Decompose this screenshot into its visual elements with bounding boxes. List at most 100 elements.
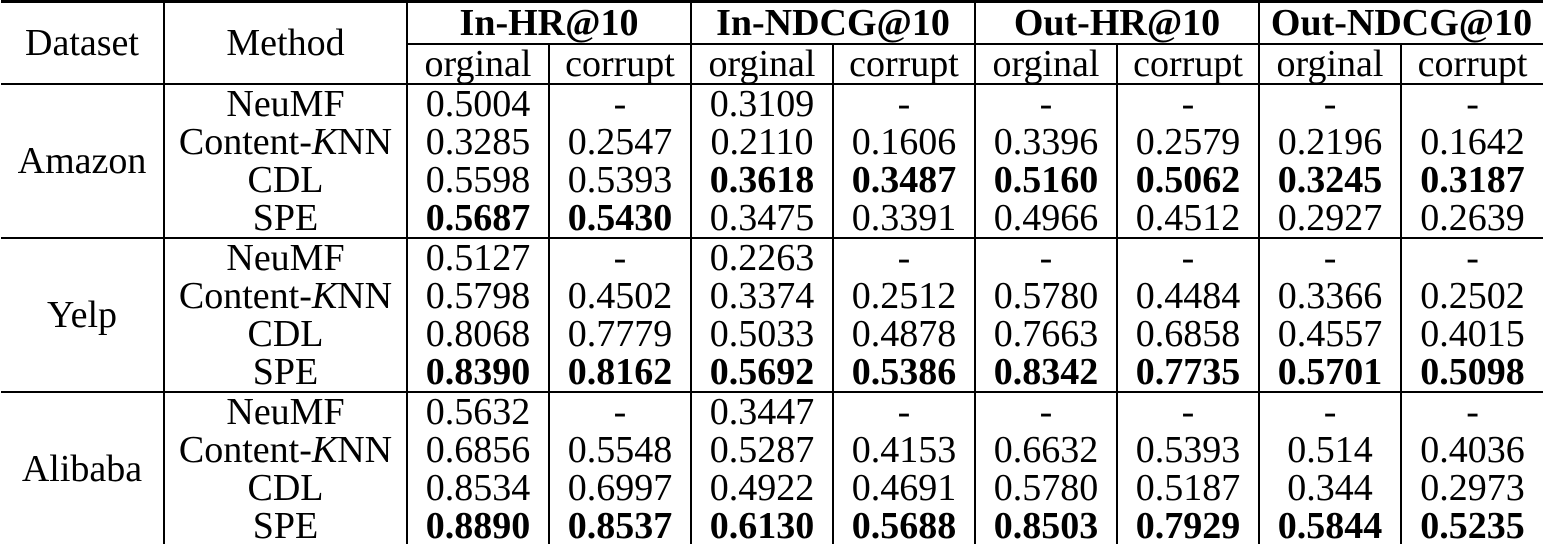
value-cell: 0.8068 bbox=[406, 314, 549, 353]
value-cell: 0.4922 bbox=[690, 468, 833, 507]
value-cell: 0.3109 bbox=[690, 83, 833, 123]
method-label: NeuMF bbox=[163, 237, 407, 277]
value-cell: 0.4015 bbox=[1400, 314, 1544, 353]
value-cell: 0.2196 bbox=[1258, 122, 1402, 161]
method-label: SPE bbox=[163, 198, 407, 239]
header-method: Method bbox=[163, 1, 407, 85]
value-cell: - bbox=[548, 391, 691, 431]
value-cell: 0.8534 bbox=[406, 468, 549, 507]
value-cell: - bbox=[1258, 237, 1402, 277]
method-label: NeuMF bbox=[163, 391, 407, 431]
value-cell: 0.5688 bbox=[832, 506, 975, 544]
value-cell: 0.8162 bbox=[548, 352, 691, 393]
method-label: Content-KNN bbox=[163, 122, 407, 161]
value-cell: 0.2973 bbox=[1400, 468, 1544, 507]
table-row: Content-KNN 0.3285 0.2547 0.2110 0.1606 … bbox=[1, 122, 1544, 161]
method-label: Content-KNN bbox=[163, 276, 407, 315]
value-cell: - bbox=[1115, 237, 1260, 277]
header-group-out-ndcg: Out-NDCG@10 bbox=[1258, 1, 1544, 45]
method-label: CDL bbox=[163, 160, 407, 199]
subheader-orginal: orginal bbox=[690, 43, 833, 85]
value-cell: 0.4557 bbox=[1258, 314, 1402, 353]
method-label: NeuMF bbox=[163, 83, 407, 123]
value-cell: 0.3396 bbox=[974, 122, 1117, 161]
method-label: SPE bbox=[163, 352, 407, 393]
value-cell: 0.4966 bbox=[974, 198, 1117, 239]
table-row: SPE 0.8390 0.8162 0.5692 0.5386 0.8342 0… bbox=[1, 352, 1544, 393]
value-cell: 0.8503 bbox=[974, 506, 1117, 544]
value-cell: 0.3475 bbox=[690, 198, 833, 239]
subheader-corrupt: corrupt bbox=[548, 43, 691, 85]
value-cell: - bbox=[548, 237, 691, 277]
value-cell: 0.5548 bbox=[548, 430, 691, 469]
value-cell: - bbox=[974, 83, 1117, 123]
value-cell: 0.6856 bbox=[406, 430, 549, 469]
value-cell: 0.5033 bbox=[690, 314, 833, 353]
subheader-orginal: orginal bbox=[1258, 43, 1402, 85]
subheader-corrupt: corrupt bbox=[832, 43, 975, 85]
value-cell: 0.5127 bbox=[406, 237, 549, 277]
value-cell: 0.5780 bbox=[974, 276, 1117, 315]
value-cell: 0.3285 bbox=[406, 122, 549, 161]
table-row: SPE 0.8890 0.8537 0.6130 0.5688 0.8503 0… bbox=[1, 506, 1544, 544]
dataset-label-alibaba: Alibaba bbox=[21, 447, 143, 490]
value-cell: 0.6632 bbox=[974, 430, 1117, 469]
table-row: Alibaba NeuMF 0.5632 - 0.3447 - - - - - bbox=[1, 391, 1544, 487]
header-group-in-hr: In-HR@10 bbox=[406, 1, 691, 45]
value-cell: 0.5780 bbox=[974, 468, 1117, 507]
table-row: SPE 0.5687 0.5430 0.3475 0.3391 0.4966 0… bbox=[1, 198, 1544, 239]
value-cell: 0.7663 bbox=[974, 314, 1117, 353]
value-cell: - bbox=[1258, 83, 1402, 123]
value-cell: 0.5062 bbox=[1115, 160, 1260, 199]
subheader-orginal: orginal bbox=[406, 43, 549, 85]
value-cell: 0.2547 bbox=[548, 122, 691, 161]
value-cell: 0.7929 bbox=[1115, 506, 1260, 544]
value-cell: 0.5160 bbox=[974, 160, 1117, 199]
header-dataset: Dataset bbox=[1, 1, 164, 85]
table-row: Content-KNN 0.6856 0.5548 0.5287 0.4153 … bbox=[1, 430, 1544, 469]
value-cell: 0.2579 bbox=[1115, 122, 1260, 161]
value-cell: 0.5632 bbox=[406, 391, 549, 431]
value-cell: 0.5393 bbox=[548, 160, 691, 199]
value-cell: 0.8342 bbox=[974, 352, 1117, 393]
value-cell: 0.6130 bbox=[690, 506, 833, 544]
value-cell: - bbox=[548, 83, 691, 123]
value-cell: - bbox=[1115, 83, 1260, 123]
table-row: Content-KNN 0.5798 0.4502 0.3374 0.2512 … bbox=[1, 276, 1544, 315]
value-cell: - bbox=[974, 391, 1117, 431]
value-cell: 0.3245 bbox=[1258, 160, 1402, 199]
value-cell: 0.2263 bbox=[690, 237, 833, 277]
value-cell: 0.8537 bbox=[548, 506, 691, 544]
value-cell: 0.514 bbox=[1258, 430, 1402, 469]
value-cell: 0.4153 bbox=[832, 430, 975, 469]
value-cell: 0.5692 bbox=[690, 352, 833, 393]
method-label: CDL bbox=[163, 468, 407, 507]
value-cell: - bbox=[1400, 83, 1544, 123]
header-group-row: Dataset Method In-HR@10 In-NDCG@10 Out-H… bbox=[1, 1, 1544, 85]
value-cell: - bbox=[1115, 391, 1260, 431]
value-cell: 0.2927 bbox=[1258, 198, 1402, 239]
dataset-label-amazon: Amazon bbox=[1, 83, 164, 239]
table-row: CDL 0.5598 0.5393 0.3618 0.3487 0.5160 0… bbox=[1, 160, 1544, 199]
subheader-orginal: orginal bbox=[974, 43, 1117, 85]
value-cell: 0.5393 bbox=[1115, 430, 1260, 469]
value-cell: 0.2502 bbox=[1400, 276, 1544, 315]
value-cell: 0.5844 bbox=[1258, 506, 1402, 544]
method-label: CDL bbox=[163, 314, 407, 353]
value-cell: - bbox=[832, 391, 975, 431]
value-cell: 0.2110 bbox=[690, 122, 833, 161]
value-cell: 0.3487 bbox=[832, 160, 975, 199]
value-cell: 0.4502 bbox=[548, 276, 691, 315]
table-row: CDL 0.8534 0.6997 0.4922 0.4691 0.5780 0… bbox=[1, 468, 1544, 507]
value-cell: - bbox=[974, 237, 1117, 277]
dataset-label-yelp: Yelp bbox=[1, 237, 164, 393]
subheader-corrupt: corrupt bbox=[1115, 43, 1260, 85]
value-cell: 0.5701 bbox=[1258, 352, 1402, 393]
value-cell: 0.5598 bbox=[406, 160, 549, 199]
subheader-corrupt: corrupt bbox=[1400, 43, 1544, 85]
value-cell: 0.3187 bbox=[1400, 160, 1544, 199]
table-row: Amazon NeuMF 0.5004 - 0.3109 - - - - - bbox=[1, 83, 1544, 239]
value-cell: 0.4691 bbox=[832, 468, 975, 507]
value-cell: - bbox=[1400, 391, 1544, 431]
